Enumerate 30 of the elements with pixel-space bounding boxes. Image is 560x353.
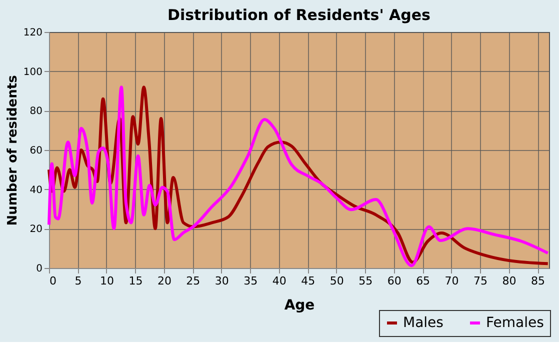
x-tick-label: 55 — [358, 274, 373, 288]
x-tick-label: 50 — [330, 274, 344, 288]
x-axis-title: Age — [284, 298, 315, 314]
x-tick-label: 85 — [531, 274, 546, 288]
y-tick-label: 0 — [36, 264, 42, 274]
x-tick-label: 65 — [416, 274, 430, 288]
x-tick-label: 25 — [186, 274, 200, 288]
x-tick-label: 60 — [387, 274, 402, 288]
legend-label: Males — [403, 315, 444, 331]
y-tick-label: 20 — [30, 224, 42, 236]
legend-label: Females — [486, 315, 544, 331]
x-tick-label: 80 — [502, 274, 516, 288]
y-tick-label: 40 — [30, 184, 42, 196]
x-tick-label: 75 — [474, 274, 488, 288]
x-tick-label: 10 — [100, 274, 114, 288]
x-tick-label: 15 — [128, 274, 143, 288]
x-tick-label: 35 — [244, 274, 258, 288]
x-tick-label: 0 — [50, 274, 56, 288]
y-axis-title: Number of residents — [5, 74, 20, 226]
y-tick-label: 120 — [23, 28, 42, 38]
y-tick-label: 60 — [30, 146, 42, 156]
x-tick-label: 45 — [301, 274, 316, 288]
x-tick-label: 5 — [74, 274, 82, 288]
x-tick-label: 70 — [444, 274, 459, 288]
x-tick-label: 20 — [157, 274, 172, 288]
y-tick-label: 80 — [30, 106, 42, 118]
y-tick-label: 100 — [23, 66, 42, 78]
x-tick-label: 40 — [272, 274, 286, 288]
chart-title: Distribution of Residents' Ages — [168, 6, 431, 24]
x-tick-label: 30 — [214, 274, 229, 288]
